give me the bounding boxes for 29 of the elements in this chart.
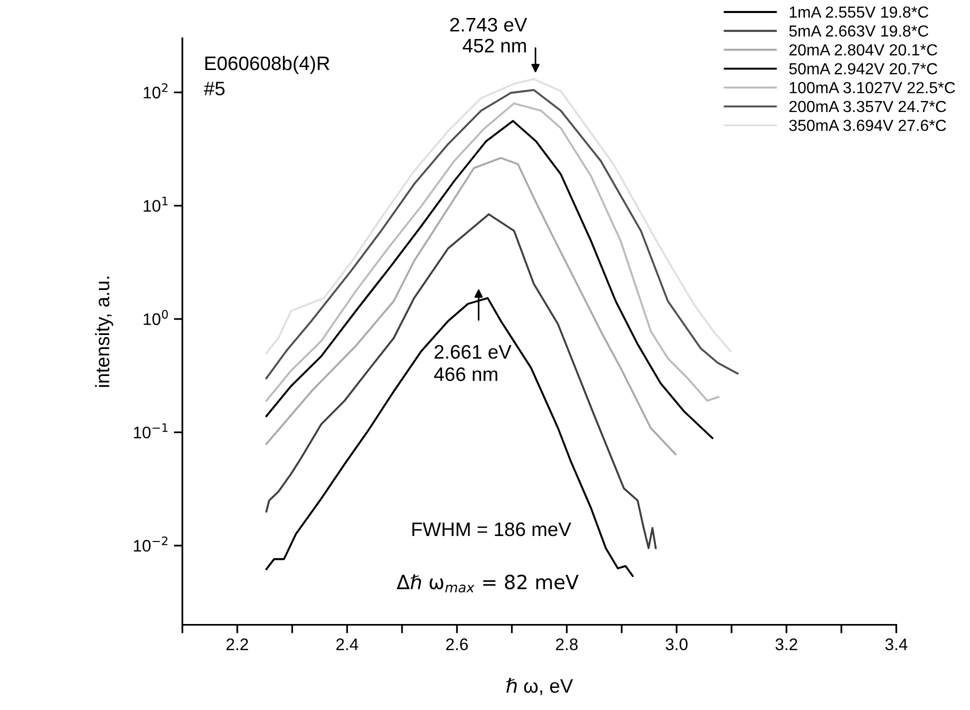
x-tick-label: 2.8: [556, 638, 578, 650]
y-tick-label: 10$^{−2}$: [134, 536, 168, 552]
y-tick-label: 10$^{2}$: [144, 83, 168, 98]
x-tick-label: 2.4: [336, 638, 358, 650]
x-tick-label: 3.2: [776, 638, 798, 650]
y-axis-title: intensity, a.u.: [95, 276, 114, 387]
line-series: [265, 213, 657, 550]
y-tick-label: 10$^{1}$: [144, 196, 168, 212]
annotation: E060608b(4)R #5: [204, 56, 330, 96]
annotation: Δℏ ω$_{max}$ = 82 meV: [396, 574, 579, 592]
y-tick-label: 10$^{0}$: [144, 310, 168, 326]
legend-label: 5mA 2.663V 19.8*C: [789, 25, 928, 37]
x-tick-label: 3.0: [666, 638, 688, 650]
legend-label: 350mA 3.694V 27.6*C: [789, 120, 946, 132]
annotation: 2.661 eV 466 nm: [434, 344, 512, 382]
legend-label: 100mA 3.1027V 22.5*C: [790, 82, 955, 94]
legend-label: 20mA 2.804V 20.1*C: [789, 44, 938, 56]
x-tick-label: 2.2: [226, 638, 248, 650]
annotation: FWHM = 186 meV: [412, 522, 572, 536]
line-series: [265, 120, 714, 440]
annotation: 2.743 eV 452 nm: [450, 18, 528, 53]
x-axis-title: ℏ ω, eV: [506, 678, 573, 696]
legend-label: 1mA 2.555V 19.8*C: [790, 6, 928, 18]
x-tick-label: 3.4: [885, 638, 908, 650]
legend-label: 200mA 3.357V 24.7*C: [789, 100, 946, 112]
line-series: [265, 156, 676, 456]
legend-label: 50mA 2.942V 20.7*C: [789, 63, 938, 74]
x-tick-label: 2.6: [446, 638, 468, 650]
y-tick-label: 10$^{−1}$: [134, 423, 168, 438]
